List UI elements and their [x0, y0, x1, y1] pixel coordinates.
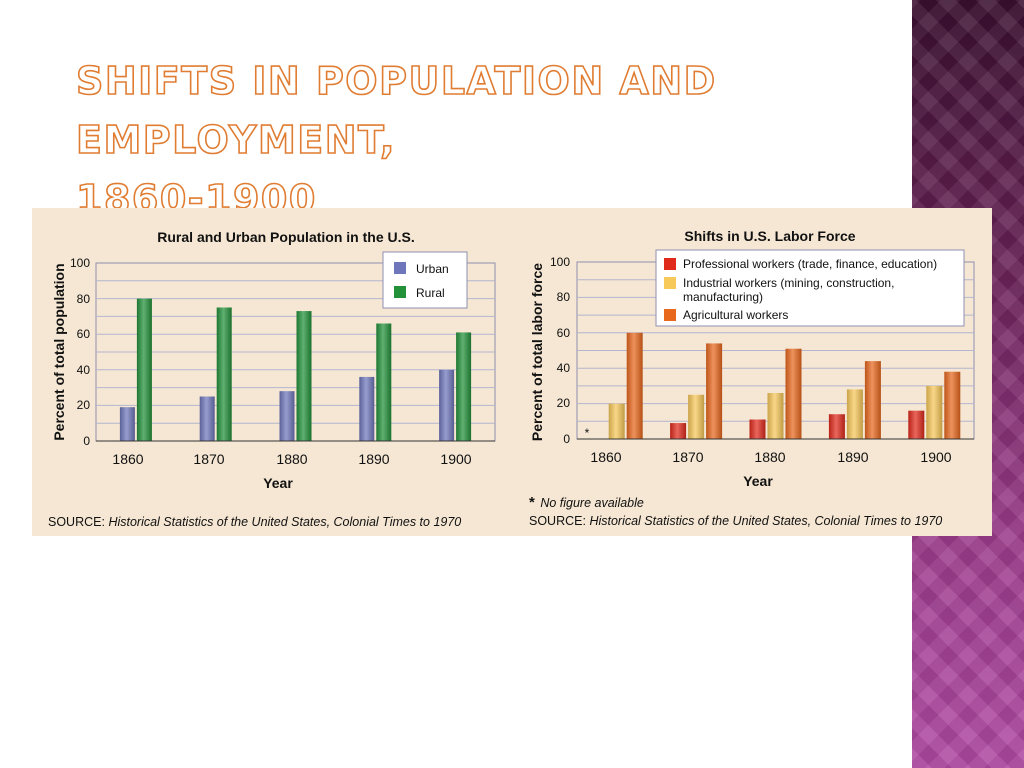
labor-bar-agricultural-1890: [864, 361, 881, 439]
population-x-tick-1880: 1880: [276, 451, 307, 467]
population-bar-rural-1860: [136, 298, 152, 441]
labor-source-text: Historical Statistics of the United Stat…: [589, 514, 942, 528]
labor-bar-agricultural-1870: [706, 343, 723, 439]
labor-chart-title: Shifts in U.S. Labor Force: [684, 228, 855, 244]
population-y-tick-0: 0: [83, 434, 90, 448]
labor-bar-agricultural-1880: [785, 348, 802, 439]
legend-label-industrial: Industrial workers (mining, construction…: [683, 276, 898, 304]
labor-x-tick-1880: 1880: [754, 449, 785, 465]
population-gridlines: [96, 280, 495, 424]
labor-bars: [608, 332, 961, 439]
labor-bar-professional-1880: [749, 419, 766, 439]
slide-title: Shifts in Population and Employment, 186…: [75, 52, 836, 229]
labor-x-axis-title: Year: [743, 473, 773, 489]
population-bar-rural-1880: [296, 311, 312, 441]
population-y-tick-20: 20: [77, 398, 91, 412]
population-y-tick-100: 100: [70, 256, 90, 270]
labor-bar-agricultural-1900: [944, 371, 961, 439]
labor-y-tick-80: 80: [557, 290, 571, 304]
charts-svg: Rural and Urban Population in the U.S. 0…: [32, 208, 992, 536]
labor-bar-industrial-1870: [688, 394, 705, 439]
population-x-axis-title: Year: [263, 475, 293, 491]
population-legend: Urban Rural: [382, 251, 468, 309]
labor-bar-industrial-1860: [608, 403, 625, 439]
labor-legend: Professional workers (trade, finance, ed…: [655, 249, 965, 327]
labor-y-tick-100: 100: [550, 255, 570, 269]
population-bar-urban-1880: [279, 391, 295, 441]
labor-bar-industrial-1880: [767, 392, 784, 439]
population-x-tick-1870: 1870: [193, 451, 224, 467]
population-chart: Rural and Urban Population in the U.S. 0…: [48, 229, 496, 529]
labor-x-tick-1870: 1870: [672, 449, 703, 465]
legend-label-agricultural: Agricultural workers: [683, 308, 788, 322]
legend-label-industrial-line-1: Industrial workers (mining, construction…: [683, 276, 894, 290]
labor-x-tick-1890: 1890: [837, 449, 868, 465]
slide-title-line-2: Employment,: [75, 117, 396, 163]
population-bar-rural-1890: [376, 323, 392, 441]
labor-footnote-text: No figure available: [540, 496, 644, 510]
legend-label-rural: Rural: [416, 286, 445, 300]
labor-y-tick-0: 0: [563, 432, 570, 446]
legend-swatch-professional: [664, 258, 676, 270]
population-y-tick-80: 80: [77, 292, 91, 306]
population-source-text: Historical Statistics of the United Stat…: [108, 515, 461, 529]
labor-y-tick-60: 60: [557, 326, 571, 340]
labor-bar-professional-1890: [828, 414, 845, 439]
labor-bar-agricultural-1860: [626, 332, 643, 439]
population-y-axis-title: Percent of total population: [51, 263, 67, 440]
population-bar-urban-1870: [199, 396, 215, 441]
population-bar-urban-1860: [119, 407, 135, 441]
legend-swatch-rural: [394, 286, 406, 298]
population-source: SOURCE: Historical Statistics of the Uni…: [48, 515, 461, 529]
population-bar-rural-1870: [216, 307, 232, 441]
population-bar-urban-1900: [439, 369, 455, 441]
legend-swatch-agricultural: [664, 309, 676, 321]
labor-y-tick-40: 40: [557, 361, 571, 375]
labor-y-axis-title: Percent of total labor force: [529, 263, 545, 441]
legend-label-urban: Urban: [416, 262, 449, 276]
labor-x-tick-1900: 1900: [920, 449, 951, 465]
labor-legend-box: [655, 249, 965, 327]
population-chart-title: Rural and Urban Population in the U.S.: [157, 229, 414, 245]
legend-swatch-industrial: [664, 277, 676, 289]
labor-bar-professional-1870: [670, 423, 687, 439]
population-y-tick-60: 60: [77, 327, 91, 341]
labor-x-tick-1860: 1860: [590, 449, 621, 465]
legend-label-professional: Professional workers (trade, finance, ed…: [683, 257, 937, 271]
population-x-tick-1890: 1890: [358, 451, 389, 467]
labor-source-prefix: SOURCE:: [529, 514, 586, 528]
labor-missing-asterisk: *: [585, 426, 590, 440]
population-bars: [119, 298, 472, 441]
labor-bar-professional-1900: [908, 410, 925, 439]
labor-y-tick-20: 20: [557, 396, 571, 410]
labor-footnote: * No figure available: [529, 494, 644, 511]
population-bar-urban-1890: [359, 376, 375, 441]
legend-label-industrial-line-2: manufacturing): [683, 290, 763, 304]
population-bar-rural-1900: [456, 332, 472, 441]
population-source-prefix: SOURCE:: [48, 515, 105, 529]
labor-bar-industrial-1890: [846, 389, 863, 439]
slide-title-line-1: Shifts in Population and: [75, 58, 717, 104]
labor-source: SOURCE: Historical Statistics of the Uni…: [529, 514, 942, 528]
population-x-tick-1900: 1900: [440, 451, 471, 467]
labor-chart: Shifts in U.S. Labor Force * 0 20 40 60 …: [529, 228, 975, 528]
labor-bar-industrial-1900: [926, 385, 943, 439]
figure-panel: Rural and Urban Population in the U.S. 0…: [32, 208, 992, 536]
population-x-tick-1860: 1860: [112, 451, 143, 467]
labor-footnote-marker: *: [529, 494, 535, 511]
population-y-tick-40: 40: [77, 363, 91, 377]
population-legend-box: [382, 251, 468, 309]
legend-swatch-urban: [394, 262, 406, 274]
